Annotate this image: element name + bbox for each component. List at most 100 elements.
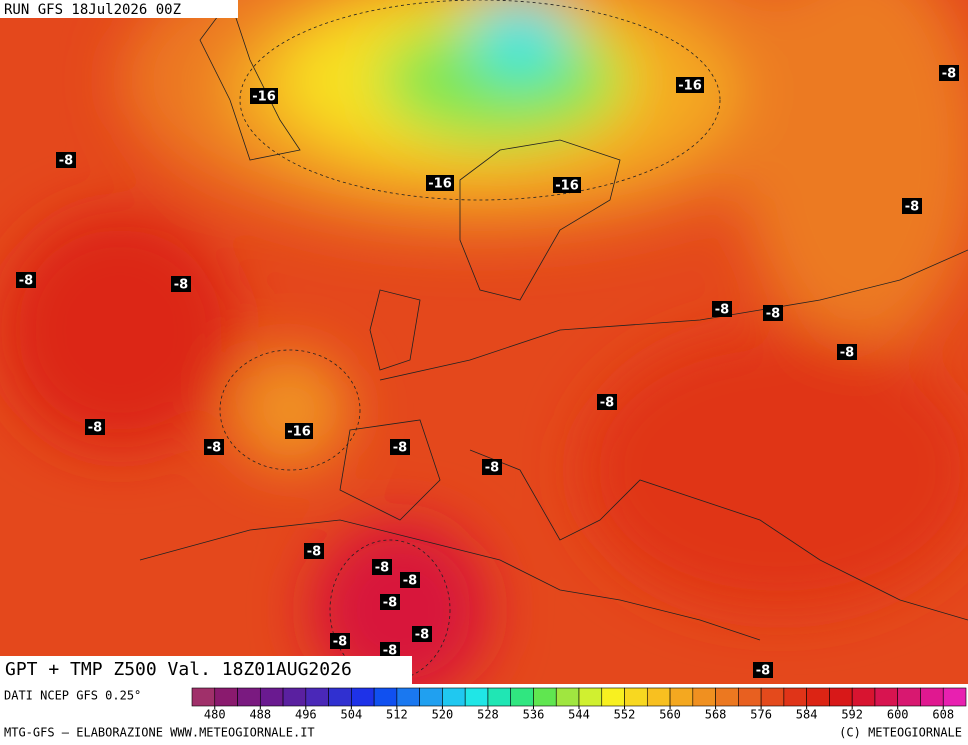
label-box (204, 439, 224, 455)
contour-label: -16 (252, 90, 276, 105)
colorbar-cell (555, 687, 580, 707)
colorbar-tick-label: 480 (204, 708, 226, 722)
colorbar-cell (214, 687, 238, 707)
label-box (553, 177, 581, 193)
credit: MTG-GFS – ELABORAZIONE WWW.METEOGIORNALE… (4, 726, 315, 740)
contour-label: -8 (840, 346, 854, 361)
colorbar-cell (282, 687, 307, 707)
label-box (372, 559, 392, 575)
colorbar-cell (442, 687, 466, 707)
colorbar-cell (373, 687, 398, 707)
label-box (330, 633, 350, 649)
contour-label: -8 (174, 278, 188, 293)
colorbar-tick-label: 568 (705, 708, 727, 722)
colorbar-cell (738, 687, 762, 707)
label-box (712, 301, 732, 317)
colorbar-tick-label: 536 (523, 708, 545, 722)
label-box (16, 272, 36, 288)
colorbar-tick-label: 592 (841, 708, 863, 722)
colorbar-tick-label: 552 (614, 708, 636, 722)
colorbar-cell (533, 687, 557, 707)
colorbar-cell (669, 687, 694, 707)
contour-label: -8 (756, 664, 770, 679)
colorbar-cell (259, 687, 284, 707)
colorbar: 480 488 496 504 512 520 528 536 544 552 560 568 576 5… (191, 687, 967, 722)
contour-label: -8 (59, 154, 73, 169)
colorbar-cell (487, 687, 512, 707)
colorbar-cell (920, 687, 944, 707)
contour-label: -8 (88, 421, 102, 436)
colorbar-cell (806, 687, 830, 707)
colorbar-cell (897, 687, 921, 707)
contour-label: -8 (715, 303, 729, 318)
label-box (837, 344, 857, 360)
label-box (250, 88, 278, 104)
colorbar-cell (851, 687, 876, 707)
label-box (482, 459, 502, 475)
label-box (380, 594, 400, 610)
colorbar-tick-label: 496 (295, 708, 317, 722)
colorbar-cell (578, 687, 603, 707)
contour-label: -8 (600, 396, 614, 411)
label-box (400, 572, 420, 588)
label-box (753, 662, 773, 678)
colorbar-cell (464, 687, 489, 707)
colorbar-tick-label: 560 (659, 708, 681, 722)
label-box (304, 543, 324, 559)
colorbar-tick-label: 520 (432, 708, 454, 722)
contour-label: -8 (383, 596, 397, 611)
label-box (412, 626, 432, 642)
colorbar-tick-label: 488 (249, 708, 271, 722)
contour-label: -8 (383, 644, 397, 659)
source: DATI NCEP GFS 0.25° (4, 689, 141, 703)
colorbar-cell (783, 687, 807, 707)
colorbar-cell (829, 687, 853, 707)
label-box (85, 419, 105, 435)
label-box (380, 642, 400, 658)
colorbar-cell (419, 687, 443, 707)
colorbar-tick-label: 608 (932, 708, 954, 722)
colorbar-cell (760, 687, 785, 707)
contour-label: -16 (287, 425, 311, 440)
colorbar-cell (646, 687, 671, 707)
colorbar-cell (328, 687, 352, 707)
label-box (390, 439, 410, 455)
title-box (0, 656, 412, 684)
contour-label: -8 (307, 545, 321, 560)
colorbar-cell (510, 687, 534, 707)
label-box (597, 394, 617, 410)
contour-label: -16 (428, 177, 452, 192)
colorbar-cell (305, 687, 329, 707)
map-title: GPT + TMP Z500 Val. 18Z01AUG2026 (5, 659, 352, 680)
colorbar-cell (874, 687, 899, 707)
label-box (426, 175, 454, 191)
copyright: (C) METEOGIORNALE (839, 726, 962, 740)
colorbar-cell (396, 687, 420, 707)
contour-label: -8 (393, 441, 407, 456)
colorbar-cell (942, 687, 967, 707)
contour-label: -16 (678, 79, 702, 94)
run-label: RUN GFS 18Jul2026 00Z (4, 2, 181, 18)
contour-label: -8 (485, 461, 499, 476)
label-box (285, 423, 313, 439)
contour-label: -16 (555, 179, 579, 194)
colorbar-cell (715, 687, 739, 707)
contour-label: -8 (207, 441, 221, 456)
label-box (763, 305, 783, 321)
contour-label: -8 (375, 561, 389, 576)
colorbar-tick-label: 544 (568, 708, 590, 722)
colorbar-tick-label: 600 (887, 708, 909, 722)
run-box (0, 0, 238, 18)
contour-label: -8 (403, 574, 417, 589)
contour-label: -8 (905, 200, 919, 215)
colorbar-tick-label: 528 (477, 708, 499, 722)
coastlines (139, 0, 968, 641)
colorbar-cell (191, 687, 216, 707)
contour-labels: -16-16-8-8-16 -16-8-8 -8-8 -8-8-8-8 -16-8 -8-… (16, 65, 959, 679)
label-box (902, 198, 922, 214)
colorbar-tick-label: 512 (386, 708, 408, 722)
map-field (0, 0, 968, 684)
contour-label: -8 (766, 307, 780, 322)
colorbar-cell (351, 687, 375, 707)
